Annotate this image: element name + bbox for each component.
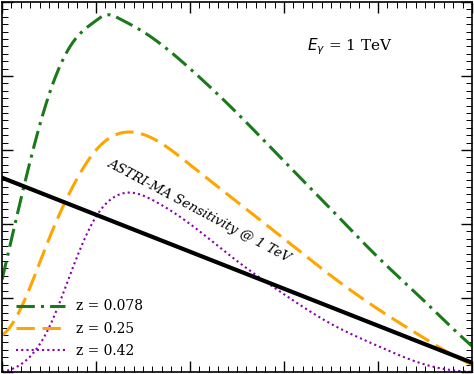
z = 0.25	[0, 333, 5, 337]
z = 0.078	[223, 100, 229, 105]
z = 0.25	[223, 191, 229, 196]
z = 0.25	[255, 215, 260, 220]
Line: z = 0.078: z = 0.078	[2, 15, 472, 346]
z = 0.42	[0, 370, 5, 374]
z = 0.078	[105, 12, 110, 17]
z = 0.078	[0, 277, 5, 282]
z = 0.25	[280, 236, 285, 240]
z = 0.42	[127, 190, 132, 195]
z = 0.078	[226, 103, 232, 107]
z = 0.078	[459, 334, 465, 339]
z = 0.42	[226, 252, 232, 257]
z = 0.078	[385, 265, 391, 269]
z = 0.42	[280, 291, 285, 295]
z = 0.25	[385, 313, 391, 318]
z = 0.25	[459, 358, 465, 362]
z = 0.42	[255, 274, 260, 278]
Text: $E_{\gamma}$ = 1 TeV: $E_{\gamma}$ = 1 TeV	[308, 36, 393, 57]
Line: z = 0.25: z = 0.25	[2, 132, 472, 365]
z = 0.078	[255, 131, 260, 136]
z = 0.078	[280, 157, 285, 162]
Line: z = 0.42: z = 0.42	[2, 193, 472, 372]
Legend: z = 0.078, z = 0.25, z = 0.42: z = 0.078, z = 0.25, z = 0.42	[9, 292, 150, 365]
z = 0.25	[226, 193, 232, 198]
z = 0.42	[223, 250, 229, 255]
z = 0.42	[469, 370, 474, 374]
z = 0.25	[127, 130, 132, 134]
z = 0.42	[459, 369, 465, 374]
z = 0.078	[469, 344, 474, 348]
Text: ASTRI-MA Sensitivity @ 1 TeV: ASTRI-MA Sensitivity @ 1 TeV	[105, 156, 293, 264]
z = 0.25	[469, 362, 474, 367]
z = 0.42	[385, 348, 391, 353]
